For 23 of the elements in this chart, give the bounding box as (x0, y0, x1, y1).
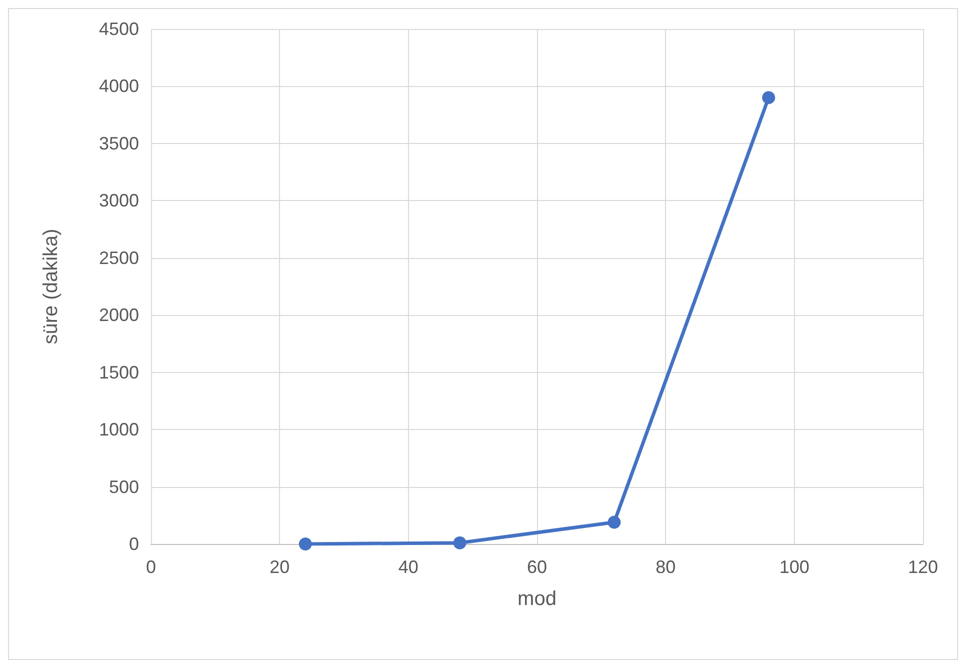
x-tick-label: 100 (779, 557, 810, 577)
y-tick-label: 2500 (98, 248, 139, 268)
point (453, 536, 466, 550)
y-tick-label: 1000 (98, 420, 139, 440)
y-tick-label: 3500 (98, 133, 139, 154)
y-tick-label: 4000 (98, 76, 139, 96)
y-tick-label: 0 (128, 534, 139, 554)
y-tick-label: 4500 (98, 19, 139, 39)
point (762, 91, 776, 104)
x-tick-label: 40 (398, 557, 418, 577)
y-tick-label: 500 (108, 476, 139, 497)
y-axis-title: süre (dakika) (40, 228, 62, 344)
x-tick-label: 80 (656, 557, 676, 577)
x-tick-label: 120 (908, 557, 938, 577)
x-tick-label: 0 (146, 557, 156, 577)
x-axis-title: mod (518, 588, 556, 610)
y-tick-label: 3000 (98, 190, 139, 211)
y-tick-label: 2000 (98, 305, 139, 326)
x-tick-label: 60 (526, 557, 548, 577)
point (298, 538, 312, 550)
point (608, 516, 621, 529)
x-tick-label: 20 (270, 557, 290, 577)
y-tick-label: 1500 (98, 362, 139, 382)
